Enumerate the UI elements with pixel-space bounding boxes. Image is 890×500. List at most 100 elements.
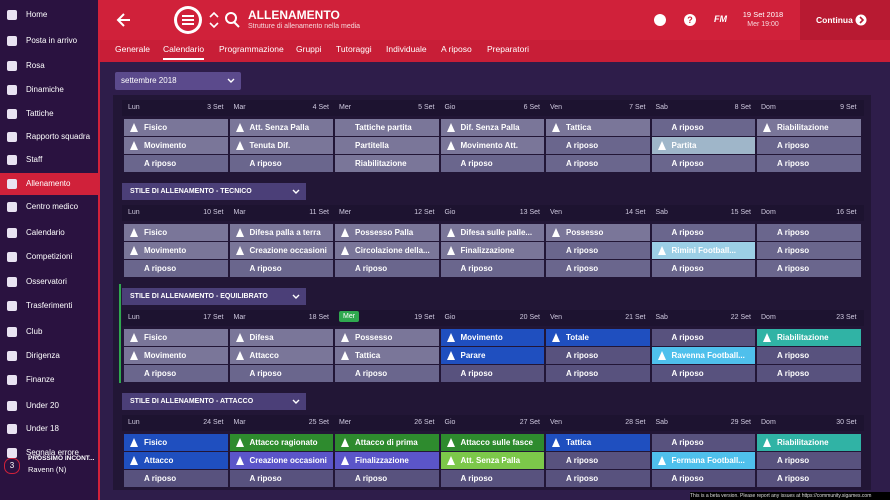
training-session[interactable]: Fisico	[124, 329, 228, 346]
continue-label[interactable]: Continua	[816, 15, 853, 25]
training-session[interactable]: Circolazione della...	[335, 242, 439, 259]
training-session[interactable]: A riposo	[757, 347, 861, 364]
training-session[interactable]: Riabilitazione	[335, 155, 439, 172]
nav-item[interactable]: Competizioni	[0, 246, 98, 268]
training-session[interactable]: A riposo	[757, 365, 861, 382]
tab[interactable]: Individuale	[386, 44, 427, 54]
header-icons[interactable]: ?	[652, 12, 702, 28]
nav-item[interactable]: Posta in arrivo	[0, 30, 98, 52]
training-style-header[interactable]: STILE DI ALLENAMENTO - EQUILIBRATO	[122, 288, 306, 305]
sort-search-icons[interactable]	[208, 10, 242, 30]
training-session[interactable]: Fisico	[124, 119, 228, 136]
training-session[interactable]: Creazione occasioni	[229, 452, 333, 469]
back-button[interactable]	[114, 10, 134, 30]
training-session[interactable]: A riposo	[229, 365, 333, 382]
training-session[interactable]: Movimento	[440, 329, 544, 346]
training-session[interactable]: A riposo	[546, 137, 650, 154]
month-dropdown[interactable]: settembre 2018	[115, 72, 241, 90]
training-session[interactable]: Finalizzazione	[335, 452, 439, 469]
training-session[interactable]: Partitella	[335, 137, 439, 154]
training-session[interactable]: Movimento Att.	[440, 137, 544, 154]
training-session[interactable]: Possesso	[546, 224, 650, 241]
training-session[interactable]: Movimento	[124, 242, 228, 259]
training-session[interactable]: Difesa sulle palle...	[440, 224, 544, 241]
training-session[interactable]: Movimento	[124, 137, 228, 154]
training-session[interactable]: Tenuta Dif.	[229, 137, 333, 154]
nav-item[interactable]: Segnala errore	[0, 442, 98, 464]
tab[interactable]: Gruppi	[296, 44, 322, 54]
training-session[interactable]: Attacco di prima	[335, 434, 439, 451]
training-session[interactable]: Movimento	[124, 347, 228, 364]
training-session[interactable]: Att. Senza Palla	[229, 119, 333, 136]
training-session[interactable]: A riposo	[651, 224, 755, 241]
training-session[interactable]: Tattica	[546, 119, 650, 136]
training-session[interactable]: A riposo	[757, 155, 861, 172]
training-session[interactable]: Difesa	[229, 329, 333, 346]
training-session[interactable]: Parare	[440, 347, 544, 364]
training-session[interactable]: Riabilitazione	[757, 434, 861, 451]
training-session[interactable]: A riposo	[651, 365, 755, 382]
tab[interactable]: Generale	[115, 44, 150, 54]
training-session[interactable]: A riposo	[651, 470, 755, 487]
training-session[interactable]: A riposo	[229, 155, 333, 172]
nav-item[interactable]: Osservatori	[0, 271, 98, 293]
training-session[interactable]: Dif. Senza Palla	[440, 119, 544, 136]
training-session[interactable]: A riposo	[757, 452, 861, 469]
training-session[interactable]: A riposo	[757, 242, 861, 259]
training-session[interactable]: Finalizzazione	[440, 242, 544, 259]
tab[interactable]: Preparatori	[487, 44, 530, 54]
tab[interactable]: Tutoraggi	[336, 44, 372, 54]
nav-item[interactable]: Dinamiche	[0, 79, 98, 101]
nav-item[interactable]: Allenamento	[0, 173, 98, 195]
month-label[interactable]: settembre 2018	[121, 76, 177, 85]
nav-item[interactable]: Finanze	[0, 369, 98, 391]
training-session[interactable]: Attacco	[229, 347, 333, 364]
training-session[interactable]: A riposo	[546, 452, 650, 469]
training-session[interactable]: A riposo	[440, 155, 544, 172]
nav-item[interactable]: Staff	[0, 149, 98, 171]
training-session[interactable]: A riposo	[546, 155, 650, 172]
nav-item[interactable]: Rosa	[0, 55, 98, 77]
tab[interactable]: Programmazione	[219, 44, 284, 54]
training-session[interactable]: Riabilitazione	[757, 329, 861, 346]
training-session[interactable]: A riposo	[124, 365, 228, 382]
training-session[interactable]: Riabilitazione	[757, 119, 861, 136]
training-session[interactable]: Possesso Palla	[335, 224, 439, 241]
nav-item[interactable]: Trasferimenti	[0, 295, 98, 317]
training-session[interactable]: A riposo	[124, 260, 228, 277]
training-session[interactable]: A riposo	[757, 260, 861, 277]
continue-button[interactable]: Continua	[800, 0, 890, 40]
training-session[interactable]: A riposo	[651, 260, 755, 277]
training-session[interactable]: Attacco	[124, 452, 228, 469]
training-session[interactable]: Fermana Football...	[651, 452, 755, 469]
training-session[interactable]: Possesso	[335, 329, 439, 346]
training-session[interactable]: Attacco ragionato	[229, 434, 333, 451]
training-session[interactable]: A riposo	[335, 470, 439, 487]
training-session[interactable]: Tattiche partita	[335, 119, 439, 136]
training-session[interactable]: A riposo	[546, 347, 650, 364]
training-session[interactable]: Ravenna Football...	[651, 347, 755, 364]
nav-item[interactable]: Tattiche	[0, 103, 98, 125]
training-session[interactable]: A riposo	[546, 242, 650, 259]
training-session[interactable]: A riposo	[229, 470, 333, 487]
training-session[interactable]: A riposo	[440, 470, 544, 487]
training-session[interactable]: Difesa palla a terra	[229, 224, 333, 241]
tab[interactable]: Calendario	[163, 44, 205, 60]
training-session[interactable]: A riposo	[440, 365, 544, 382]
training-session[interactable]: A riposo	[651, 119, 755, 136]
training-session[interactable]: A riposo	[757, 470, 861, 487]
training-session[interactable]: A riposo	[335, 260, 439, 277]
training-session[interactable]: Tattica	[335, 347, 439, 364]
training-session[interactable]: Fisico	[124, 434, 228, 451]
training-session[interactable]: A riposo	[651, 329, 755, 346]
nav-item[interactable]: Rapporto squadra	[0, 126, 98, 148]
training-session[interactable]: Fisico	[124, 224, 228, 241]
training-session[interactable]: A riposo	[124, 155, 228, 172]
training-style-header[interactable]: STILE DI ALLENAMENTO - ATTACCO	[122, 393, 306, 410]
training-session[interactable]: A riposo	[229, 260, 333, 277]
training-session[interactable]: A riposo	[651, 155, 755, 172]
training-style-header[interactable]: STILE DI ALLENAMENTO - TECNICO	[122, 183, 306, 200]
training-session[interactable]: Tattica	[546, 434, 650, 451]
nav-item[interactable]: Calendario	[0, 222, 98, 244]
training-session[interactable]: Totale	[546, 329, 650, 346]
